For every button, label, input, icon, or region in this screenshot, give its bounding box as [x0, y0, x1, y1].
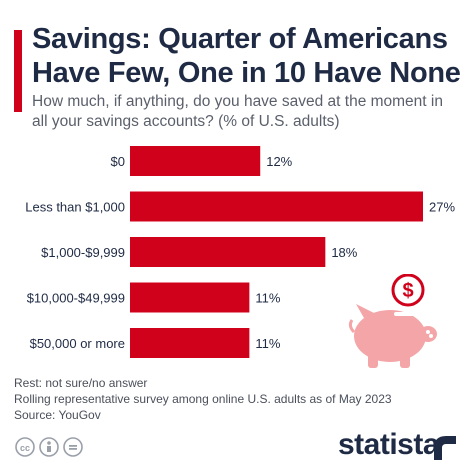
statista-logo[interactable]: statista [338, 428, 440, 461]
category-label: $1,000-$9,999 [41, 245, 125, 260]
bar[interactable] [130, 282, 250, 313]
footnotes: Rest: not sure/no answer Rolling represe… [14, 375, 454, 423]
value-label: 18% [331, 245, 357, 260]
value-label: 12% [266, 154, 292, 169]
statista-logo-mark-icon [434, 436, 456, 460]
category-label: $10,000-$49,999 [27, 291, 125, 306]
bar[interactable] [130, 191, 423, 222]
bar[interactable] [130, 146, 261, 176]
footnote-source: Source: YouGov [14, 408, 101, 422]
chart-title: Savings: Quarter of Americans Have Few, … [32, 23, 461, 89]
value-label: 11% [255, 336, 280, 351]
chart-subtitle: How much, if anything, do you have saved… [32, 93, 443, 130]
category-label: $50,000 or more [30, 336, 125, 351]
title-accent-bar [14, 30, 22, 112]
bar[interactable] [130, 328, 250, 358]
footnote-survey: Rolling representative survey among onli… [14, 392, 392, 406]
category-label: Less than $1,000 [25, 200, 125, 215]
value-label: 11% [255, 291, 280, 306]
piggy-bank-icon: $ [348, 274, 437, 368]
footnote-rest: Rest: not sure/no answer [14, 376, 148, 390]
svg-text:cc: cc [20, 443, 30, 453]
dollar-coin-icon [391, 274, 425, 307]
value-label: 27% [429, 200, 455, 215]
svg-text:$: $ [402, 280, 413, 302]
category-label: $0 [111, 154, 125, 169]
bar[interactable] [130, 237, 326, 267]
creative-commons-icon[interactable]: cc [14, 436, 94, 458]
